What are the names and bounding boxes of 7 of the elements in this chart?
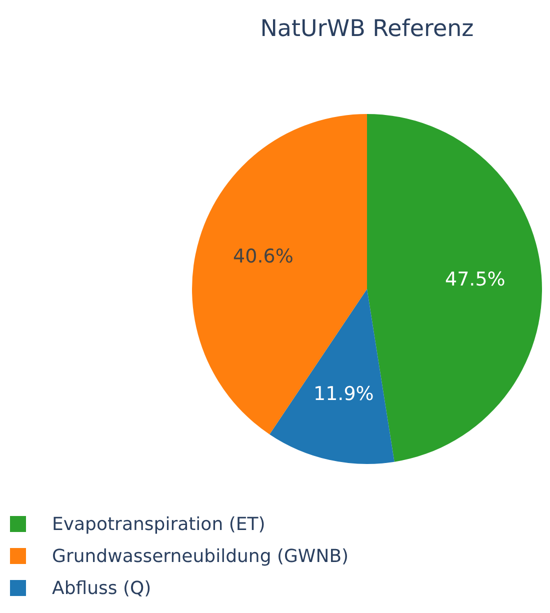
legend-label: Evapotranspiration (ET) bbox=[52, 514, 266, 534]
data-label: 47.5% bbox=[444, 268, 506, 290]
legend-label: Abfluss (Q) bbox=[52, 578, 152, 598]
chart-title: NatUrWB Referenz bbox=[259, 16, 475, 42]
data-label: 11.9% bbox=[313, 382, 374, 405]
data-label: 40.6% bbox=[233, 245, 294, 268]
legend-label: Grundwasserneubildung (GWNB) bbox=[52, 546, 349, 566]
